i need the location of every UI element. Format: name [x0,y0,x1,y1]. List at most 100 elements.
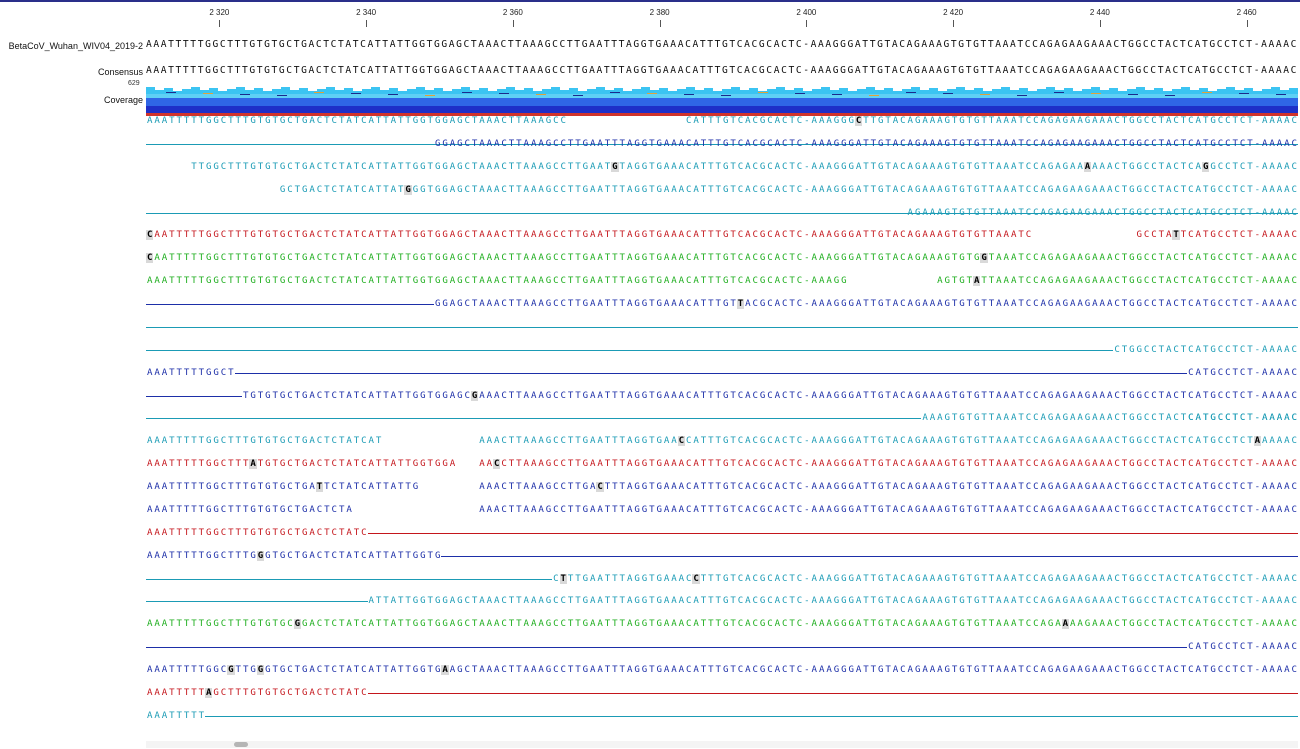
read-base: G [722,116,729,126]
read-base: A [626,665,633,676]
read-base: C [1291,573,1298,584]
read-base: A [626,504,633,515]
read-base: A [929,116,936,126]
ruler-tick [219,20,221,27]
read-base: A [1276,299,1283,310]
coverage-edge [983,86,992,91]
read-base: C [1151,138,1157,149]
read-base: G [974,665,980,676]
read-base: T [228,619,234,630]
read-base: G [1084,207,1091,218]
read-base: T [169,276,175,287]
coverage-edge [1199,86,1208,88]
coverage-edge [749,86,758,88]
aligned-read[interactable] [146,322,1298,332]
read-base: T [870,482,877,493]
read-base: A [346,230,352,241]
read-base: A [1055,138,1061,149]
read-base: G [878,299,884,310]
scrollbar-thumb[interactable] [234,742,248,747]
read-base: C [1173,390,1179,401]
read-base: T [885,482,891,493]
read-base: T [272,459,278,470]
read-base: G [1136,230,1142,241]
read-base: A [996,207,1002,218]
read-base: A [1010,390,1017,401]
read-base: G [848,299,854,310]
read-base: T [863,230,869,241]
read-base: A [1276,665,1283,676]
read-base: C [767,436,773,447]
read-base: C [501,619,507,630]
read-base: G [841,482,847,493]
reference-name[interactable]: BetaCoV_Wuhan_WIV04_2019-2 [8,41,143,51]
read-base: G [878,161,884,172]
read-base: G [442,230,448,241]
aligned-read[interactable] [146,139,1298,149]
read-base: A [1099,207,1106,218]
read-base: T [1158,344,1165,355]
read-base: A [1269,413,1275,424]
read-base: T [863,299,869,310]
read-base: T [1247,482,1253,493]
read-base: G [582,596,589,607]
read-base: G [434,550,441,561]
read-base: G [641,504,648,515]
read-base: T [1018,184,1024,195]
read-base: G [279,504,286,515]
read-base: A [1092,390,1098,401]
read-base: A [663,161,670,172]
read-base: A [818,138,825,149]
aligned-read[interactable] [146,208,1298,218]
read-base: A [855,230,862,241]
read-base: G [302,184,308,195]
read-base: C [900,459,906,470]
read-base: G [457,116,463,126]
read-base: T [604,299,611,310]
read-base: T [272,688,278,698]
read-base: G [1129,161,1135,172]
consensus-label[interactable]: Consensus [97,67,143,77]
read-base: T [1247,116,1253,126]
horizontal-scrollbar[interactable] [146,741,1298,748]
read-base: A [663,573,670,584]
read-base: C [1225,138,1231,149]
coverage-label[interactable]: Coverage [103,95,143,105]
read-base: A [826,161,832,172]
read-base: T [398,184,404,195]
read-base: A [678,390,685,401]
read-base: T [235,688,242,698]
read-base: C [1173,138,1179,149]
read-base: A [922,138,928,149]
read-base: G [878,482,884,493]
coverage-edge [344,86,353,88]
